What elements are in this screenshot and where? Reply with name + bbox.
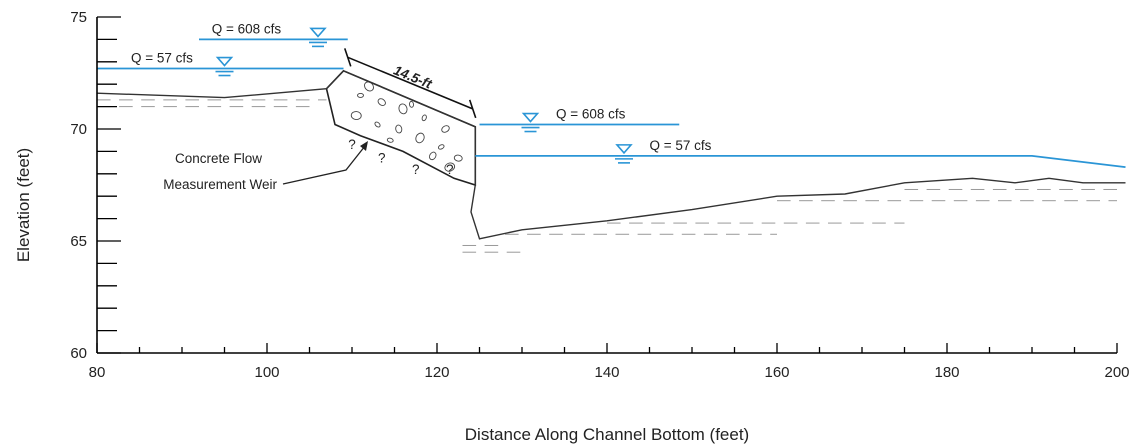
water-surfaces <box>97 27 1126 168</box>
water-label-downstream-608: Q = 608 cfs <box>556 107 626 122</box>
dimension-label: 14.5-ft <box>391 63 434 92</box>
water-label-upstream-57: Q = 57 cfs <box>131 51 193 66</box>
aggregate-stone <box>437 144 445 150</box>
unknown-marker: ? <box>378 151 386 166</box>
dimension-line <box>347 56 474 110</box>
water-level-triangle <box>309 27 327 38</box>
y-tick-label: 60 <box>70 345 87 362</box>
aggregate-stone <box>350 111 362 121</box>
weir-label-line1: Concrete Flow <box>175 151 262 166</box>
y-tick-label: 70 <box>70 121 87 138</box>
aggregate-stone <box>441 125 450 133</box>
aggregate-stone <box>421 114 427 122</box>
weir-aggregate <box>350 81 463 172</box>
weir-label-line2: Measurement Weir <box>163 177 277 192</box>
water-level-triangle <box>615 144 633 155</box>
y-tick-label: 75 <box>70 9 87 26</box>
water-level-triangle <box>521 112 540 123</box>
aggregate-stone <box>398 103 408 115</box>
water-label-downstream-57: Q = 57 cfs <box>650 138 712 153</box>
aggregate-stone <box>409 100 414 108</box>
aggregate-stone <box>395 124 403 134</box>
aggregate-stone <box>364 81 374 92</box>
x-tick-label: 140 <box>594 364 619 381</box>
aggregate-stone <box>444 162 456 172</box>
x-tick-label: 180 <box>934 364 959 381</box>
y-axis-title: Elevation (feet) <box>14 148 33 262</box>
aggregate-stone <box>357 92 364 98</box>
aggregate-stone <box>453 154 463 162</box>
unknown-marker: ? <box>446 162 454 177</box>
x-axis-title: Distance Along Channel Bottom (feet) <box>465 425 749 444</box>
dimension-end-tick <box>468 99 477 119</box>
water-level-triangle <box>215 56 234 67</box>
aggregate-stone <box>429 151 437 161</box>
x-tick-label: 100 <box>254 364 279 381</box>
weir-arrowhead <box>360 141 368 151</box>
x-tick-label: 80 <box>89 364 106 381</box>
unknown-markers: ???? <box>348 137 453 177</box>
weir-leader-arrow <box>282 145 366 185</box>
unknown-marker: ? <box>348 137 356 152</box>
ground-profile-line <box>96 69 1126 240</box>
y-tick-label: 65 <box>70 233 87 250</box>
x-tick-label: 160 <box>764 364 789 381</box>
water-surface-line <box>475 155 1126 168</box>
dimension-end-tick <box>343 48 352 67</box>
aggregate-stone <box>415 132 425 144</box>
tick-marks: 60 65 70 75 80 100 120 140 160 180 200 <box>70 9 1129 381</box>
aggregate-stone <box>377 98 386 106</box>
x-tick-label: 120 <box>424 364 449 381</box>
unknown-marker: ? <box>412 162 420 177</box>
aggregate-stone <box>386 137 394 143</box>
water-label-upstream-608: Q = 608 cfs <box>212 21 282 36</box>
aggregate-stone <box>374 121 381 128</box>
x-tick-label: 200 <box>1104 364 1129 381</box>
